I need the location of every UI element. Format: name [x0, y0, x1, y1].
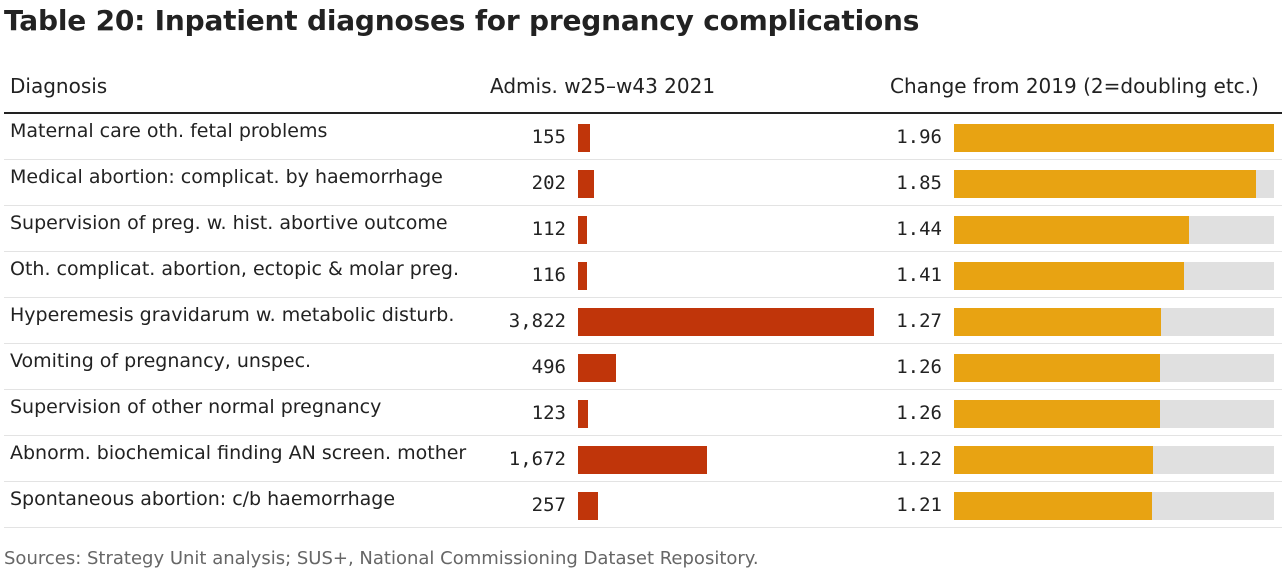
header-diagnosis: Diagnosis: [10, 74, 108, 98]
diagnosis-label: Supervision of other normal pregnancy: [10, 396, 382, 418]
admissions-value: 116: [531, 264, 566, 286]
header-divider: [4, 112, 1282, 114]
table-row: Hyperemesis gravidarum w. metabolic dist…: [4, 298, 1282, 344]
change-bar-track: [954, 446, 1274, 474]
change-value: 1.27: [896, 310, 942, 332]
change-value: 1.26: [896, 402, 942, 424]
change-bar: [954, 124, 1274, 152]
diagnosis-label: Medical abortion: complicat. by haemorrh…: [10, 166, 443, 188]
admissions-bar: [578, 492, 598, 520]
diagnosis-label: Hyperemesis gravidarum w. metabolic dist…: [10, 304, 455, 326]
diagnosis-label: Spontaneous abortion: c/b haemorrhage: [10, 488, 396, 510]
table-row: Supervision of preg. w. hist. abortive o…: [4, 206, 1282, 252]
diagnosis-label: Abnorm. biochemical finding AN screen. m…: [10, 442, 467, 464]
admissions-bar: [578, 400, 588, 428]
change-bar: [954, 400, 1160, 428]
change-value: 1.85: [896, 172, 942, 194]
table-row: Supervision of other normal pregnancy 123…: [4, 390, 1282, 436]
admissions-bar: [578, 170, 594, 198]
header-admissions: Admis. w25–w43 2021: [490, 74, 716, 98]
admissions-value: 123: [531, 402, 566, 424]
diagnosis-label: Vomiting of pregnancy, unspec.: [10, 350, 312, 372]
change-bar-track: [954, 308, 1274, 336]
change-bar-track: [954, 492, 1274, 520]
diagnosis-label: Supervision of preg. w. hist. abortive o…: [10, 212, 448, 234]
change-bar-track: [954, 400, 1274, 428]
change-bar-track: [954, 216, 1274, 244]
change-bar-track: [954, 262, 1274, 290]
admissions-bar: [578, 262, 587, 290]
diagnosis-label: Maternal care oth. fetal problems: [10, 120, 328, 142]
change-bar: [954, 216, 1189, 244]
header-change: Change from 2019 (2=doubling etc.): [890, 74, 1259, 98]
change-value: 1.44: [896, 218, 942, 240]
diagnosis-label: Oth. complicat. abortion, ectopic & mola…: [10, 258, 459, 280]
change-value: 1.96: [896, 126, 942, 148]
change-value: 1.21: [896, 494, 942, 516]
table-row: Vomiting of pregnancy, unspec. 496 1.26: [4, 344, 1282, 390]
admissions-value: 155: [531, 126, 566, 148]
page-title: Table 20: Inpatient diagnoses for pregna…: [4, 4, 920, 37]
admissions-value: 496: [531, 356, 566, 378]
change-bar-track: [954, 170, 1274, 198]
admissions-bar: [578, 124, 590, 152]
table-row: Maternal care oth. fetal problems 155 1.96: [4, 114, 1282, 160]
source-note: Sources: Strategy Unit analysis; SUS+, N…: [4, 548, 759, 569]
table-row: Oth. complicat. abortion, ectopic & mola…: [4, 252, 1282, 298]
change-bar: [954, 492, 1152, 520]
change-bar: [954, 170, 1256, 198]
change-bar-track: [954, 354, 1274, 382]
admissions-bar: [578, 446, 707, 474]
table-row: Abnorm. biochemical finding AN screen. m…: [4, 436, 1282, 482]
admissions-bar: [578, 308, 874, 336]
change-value: 1.22: [896, 448, 942, 470]
admissions-bar: [578, 354, 616, 382]
admissions-bar: [578, 216, 587, 244]
admissions-value: 202: [531, 172, 566, 194]
admissions-value: 3,822: [508, 310, 566, 332]
admissions-value: 1,672: [508, 448, 566, 470]
table-row: Medical abortion: complicat. by haemorrh…: [4, 160, 1282, 206]
table-row: Spontaneous abortion: c/b haemorrhage 257…: [4, 482, 1282, 528]
change-bar: [954, 446, 1153, 474]
change-bar: [954, 262, 1184, 290]
admissions-value: 257: [531, 494, 566, 516]
change-value: 1.26: [896, 356, 942, 378]
change-bar: [954, 354, 1160, 382]
change-bar: [954, 308, 1161, 336]
change-bar-track: [954, 124, 1274, 152]
change-value: 1.41: [896, 264, 942, 286]
admissions-value: 112: [531, 218, 566, 240]
